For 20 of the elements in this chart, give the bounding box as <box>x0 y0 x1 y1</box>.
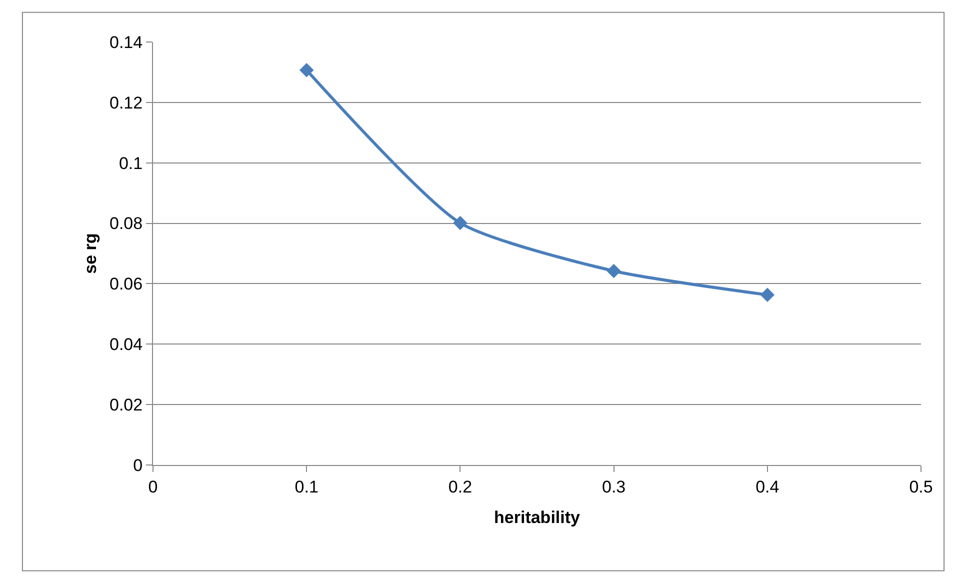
y-tick-label: 0.08 <box>110 214 143 234</box>
y-tick-label: 0.06 <box>110 274 143 294</box>
y-tick-label: 0 <box>133 456 143 475</box>
y-tick-label: 0.1 <box>118 154 143 173</box>
y-axis-title: se rg <box>81 233 100 274</box>
x-tick-label: 0.4 <box>756 477 780 496</box>
x-tick-label: 0.1 <box>294 477 318 496</box>
y-tick-label: 0.02 <box>110 396 143 415</box>
x-axis-title: heritability <box>494 508 581 527</box>
y-tick-label: 0.12 <box>110 93 143 112</box>
x-tick-label: 0.5 <box>909 477 933 496</box>
point <box>606 264 621 278</box>
x-tick-label: 0.3 <box>602 477 626 496</box>
point <box>760 288 775 302</box>
x-tick-label: 0 <box>148 477 158 496</box>
y-tick-label: 0.04 <box>110 335 143 354</box>
point <box>453 216 468 230</box>
point <box>299 62 314 78</box>
y-tick-label: 0.14 <box>110 32 143 52</box>
x-tick-label: 0.2 <box>448 477 472 496</box>
